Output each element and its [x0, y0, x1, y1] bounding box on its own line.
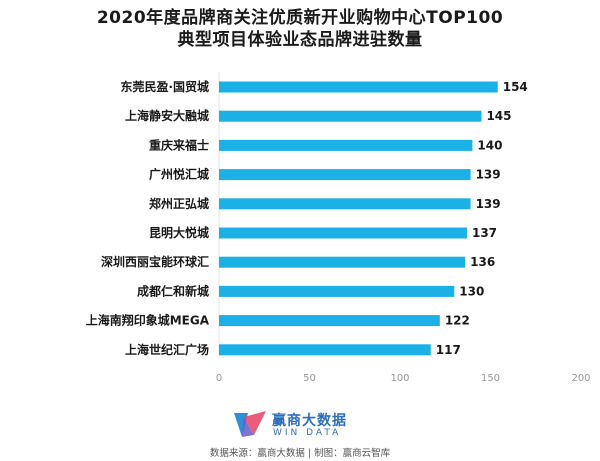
data-label: 137 — [472, 226, 497, 240]
source-note: 数据来源：赢商大数据 | 制图：赢商云智库 — [209, 448, 391, 459]
win-data-logo-icon — [234, 411, 266, 437]
bar — [219, 169, 471, 181]
data-label: 154 — [503, 80, 528, 94]
data-label: 117 — [436, 343, 461, 357]
chart-subtitle: 典型项目体验业态品牌进驻数量 — [177, 30, 423, 50]
logo-name-en: WIN DATA — [273, 428, 342, 438]
data-label: 140 — [477, 138, 502, 152]
category-label: 上海静安大融城 — [125, 108, 209, 123]
bar-chart: 东莞民盈·国贸城 154 上海静安大融城 145 重庆来福士 140 广州悦汇城 139 郑州正… — [86, 72, 591, 384]
bar — [219, 285, 455, 297]
bar — [219, 256, 466, 268]
category-label: 昆明大悦城 — [149, 225, 209, 240]
x-tick-label: 0 — [216, 373, 222, 384]
logo-name-cn: 赢商大数据 — [272, 413, 347, 429]
data-label: 130 — [459, 284, 484, 298]
category-label: 成都仁和新城 — [137, 283, 209, 298]
data-label: 139 — [476, 197, 501, 211]
category-label: 广州悦汇城 — [149, 167, 209, 182]
data-label: 136 — [470, 255, 495, 269]
x-tick-label: 200 — [571, 373, 590, 384]
category-label: 郑州正弘城 — [149, 196, 209, 211]
bar — [219, 227, 467, 239]
data-label: 139 — [476, 168, 501, 182]
x-tick-label: 50 — [303, 373, 316, 384]
x-tick-label: 150 — [481, 373, 500, 384]
x-tick-label: 100 — [390, 373, 409, 384]
category-label: 上海南翔印象城MEGA — [86, 313, 210, 328]
category-label: 东莞民盈·国贸城 — [120, 79, 209, 94]
bar — [219, 110, 482, 122]
data-label: 145 — [486, 109, 511, 123]
category-label: 上海世纪汇广场 — [125, 342, 209, 357]
bar — [219, 81, 498, 93]
data-label: 122 — [445, 314, 470, 328]
bar — [219, 198, 471, 210]
brand-logo: 赢商大数据 WIN DATA — [232, 409, 372, 441]
bar — [219, 315, 440, 327]
bar — [219, 344, 431, 356]
category-label: 深圳西丽宝能环球汇 — [101, 254, 209, 269]
bar — [219, 139, 473, 151]
chart-title: 2020年度品牌商关注优质新开业购物中心TOP100 — [96, 8, 504, 28]
category-label: 重庆来福士 — [149, 137, 209, 152]
